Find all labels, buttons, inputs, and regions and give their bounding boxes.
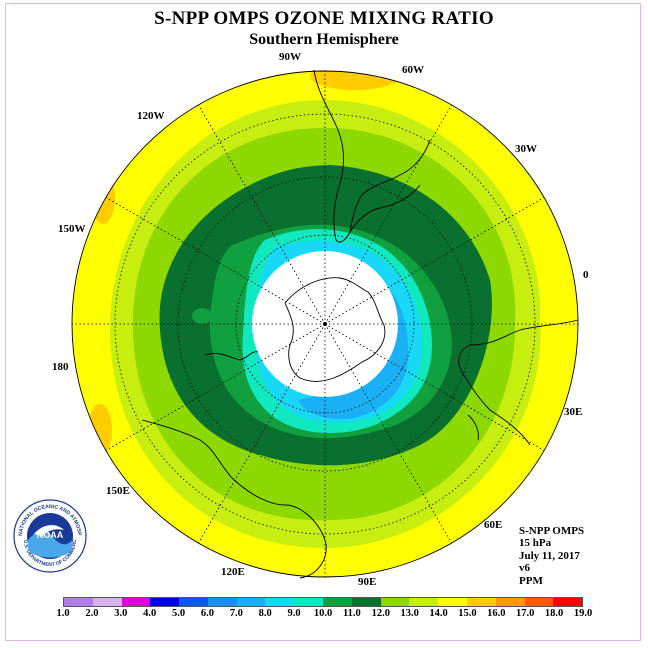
lat-circle-30 — [177, 176, 473, 472]
south-pole-marker — [323, 322, 327, 326]
ozone-patch-15-top — [310, 71, 400, 90]
lon-label-30e: 30E — [564, 406, 582, 418]
colorbar-swatch — [92, 598, 122, 606]
map-border — [71, 70, 579, 578]
colorbar-swatch — [524, 598, 554, 606]
info-units: PPM — [519, 574, 543, 587]
info-version: v6 — [519, 562, 530, 575]
noaa-logo: NATIONAL OCEANIC AND ATMOSPHERIC ADMINIS… — [12, 498, 87, 573]
colorbar-swatch — [294, 598, 324, 606]
colorbar-tick-label: 12.0 — [371, 608, 390, 619]
colorbar-tick-label: 16.0 — [487, 608, 506, 619]
chart-title: S-NPP OMPS OZONE MIXING RATIO — [154, 8, 494, 29]
coastline-africa — [458, 319, 579, 446]
colorbar-tick-label: 18.0 — [544, 608, 564, 619]
colorbar-tick-label: 19.0 — [573, 608, 593, 619]
colorbar-tick-label: 6.0 — [200, 608, 214, 619]
colorbar-tick-label: 14.0 — [429, 608, 448, 619]
colorbar-swatch — [466, 598, 496, 606]
colorbar-swatch — [64, 598, 93, 606]
colorbar-tick-label: 3.0 — [114, 608, 128, 619]
colorbar-tick-label: 10.0 — [313, 608, 333, 619]
ozone-patch-15-lowerleft — [88, 404, 112, 456]
colorbar-swatch — [207, 598, 237, 606]
colorbar-swatch — [380, 598, 410, 606]
coastline-patagonia — [349, 184, 421, 233]
colorbar-swatch — [236, 598, 266, 606]
ozone-patch-15-left — [91, 172, 115, 224]
colorbar-tick-label: 5.0 — [171, 608, 186, 619]
lon-label-60w: 60W — [402, 64, 424, 76]
lon-label-90w: 90W — [279, 51, 301, 63]
info-level: 15 hPa — [519, 537, 552, 550]
colorbar-swatch — [323, 598, 352, 606]
colorbar-swatch — [179, 598, 208, 606]
colorbar-tick-label: 7.0 — [229, 608, 243, 619]
coastline-nz — [204, 351, 259, 361]
lon-label-180: 180 — [52, 361, 69, 373]
colorbar-tick-label: 4.0 — [143, 608, 157, 619]
colorbar-swatch — [409, 598, 439, 606]
coastline-south-america — [313, 69, 431, 243]
lon-label-150e: 150E — [106, 485, 130, 497]
colorbar-swatch — [438, 598, 467, 606]
graticule — [72, 71, 578, 577]
colorbar — [63, 597, 583, 607]
lon-label-30w: 30W — [515, 143, 537, 155]
lon-label-0: 0 — [583, 269, 589, 281]
colorbar-tick-label: 1.0 — [56, 608, 70, 619]
colorbar-labels: 1.0 2.0 3.0 4.0 5.0 6.0 7.0 8.0 9.0 10.0 11.0 12.0 1… — [52, 608, 600, 622]
lon-label-90e: 90E — [358, 576, 376, 588]
lon-label-120w: 120W — [137, 110, 165, 122]
colorbar-tick-label: 17.0 — [516, 608, 535, 619]
colorbar-swatch — [121, 598, 151, 606]
lon-label-60e: 60E — [484, 519, 502, 531]
coastline-madagascar — [467, 414, 479, 441]
colorbar-swatch — [351, 598, 381, 606]
coastlines — [141, 69, 579, 579]
colorbar-tick-label: 15.0 — [458, 608, 477, 619]
colorbar-swatch — [553, 598, 583, 606]
colorbar-tick-label: 9.0 — [287, 608, 301, 619]
noaa-logo-text: NOAA — [37, 530, 64, 540]
info-instrument: S-NPP OMPS — [519, 525, 585, 537]
colorbar-swatch — [150, 598, 180, 606]
coastline-antarctica — [284, 277, 386, 382]
info-panel: S-NPP OMPS 15 hPa July 11, 2017 v6 PPM — [519, 525, 584, 587]
colorbar-tick-label: 2.0 — [85, 608, 99, 619]
ozone-band-7 — [298, 285, 409, 420]
figure-frame — [5, 3, 641, 641]
colorbar-tick-label: 13.0 — [400, 608, 419, 619]
info-date: July 11, 2017 — [519, 549, 580, 562]
colorbar-tick-label: 8.0 — [258, 608, 272, 619]
colorbar-tick-label: 11.0 — [342, 608, 361, 619]
chart-subtitle: Southern Hemisphere — [249, 31, 399, 48]
colorbar-swatch — [265, 598, 295, 606]
lon-label-120e: 120E — [221, 566, 245, 578]
lon-label-150w: 150W — [58, 223, 86, 235]
ozone-patch-10-small — [192, 308, 212, 324]
colorbar-swatch — [495, 598, 525, 606]
coastline-australia — [141, 419, 327, 579]
lat-circle-0 — [114, 113, 536, 535]
